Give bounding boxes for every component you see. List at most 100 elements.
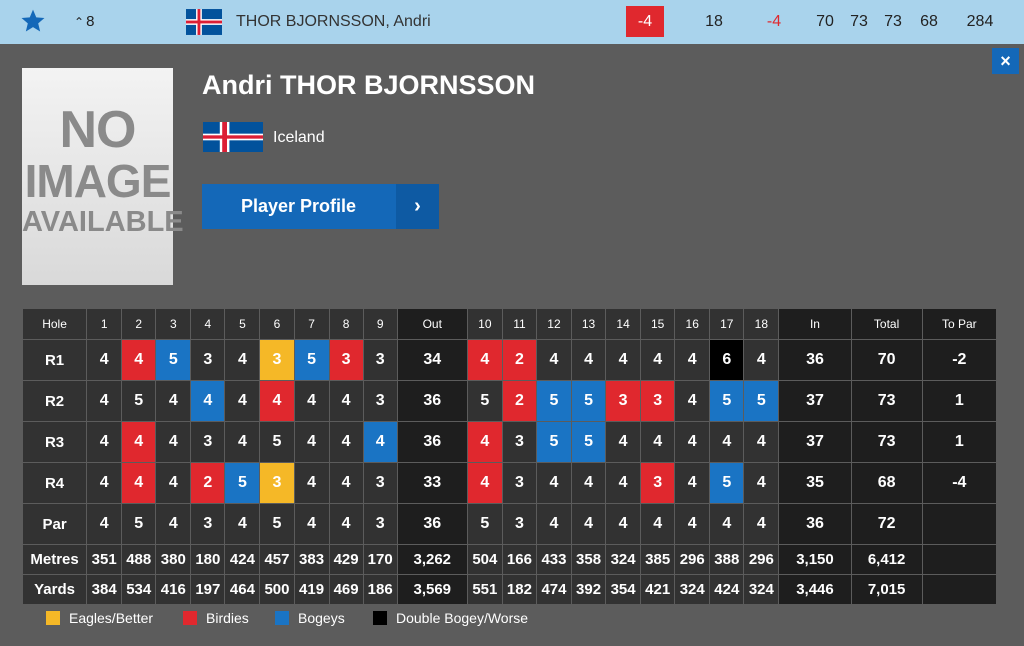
yards-cell: 551 — [466, 574, 503, 605]
header-cell: In — [778, 308, 852, 340]
no-image-text-2: IMAGE — [24, 155, 172, 207]
legend-label: Double Bogey/Worse — [396, 610, 529, 626]
hole-score: 4 — [293, 380, 330, 422]
par-cell: 4 — [86, 503, 123, 545]
hole-score: 5 — [743, 380, 780, 422]
player-profile-button[interactable]: Player Profile › — [202, 184, 439, 229]
legend-item: Eagles/Better — [46, 610, 153, 626]
hole-score: 4 — [743, 339, 780, 381]
hole-score: 4 — [86, 339, 123, 381]
hole-score: 3 — [362, 462, 398, 504]
in-total: 36 — [778, 339, 852, 381]
yards-cell: 384 — [86, 574, 123, 605]
header-cell: Out — [396, 308, 468, 340]
out-total: 33 — [396, 462, 468, 504]
hole-score: 3 — [605, 380, 642, 422]
yards-cell: 464 — [224, 574, 261, 605]
header-cell: 12 — [535, 308, 573, 340]
player-profile-label: Player Profile — [240, 196, 357, 216]
hole-score: 4 — [535, 462, 573, 504]
hole-score: 4 — [640, 339, 676, 381]
to-par-badge: -4 — [626, 6, 664, 37]
header-cell: 18 — [743, 308, 780, 340]
hole-score: 4 — [121, 339, 157, 381]
today-value: -4 — [766, 13, 782, 30]
par-cell: 5 — [259, 503, 295, 545]
in-total: 35 — [778, 462, 852, 504]
par-cell: 4 — [674, 503, 711, 545]
hole-score: 4 — [259, 380, 295, 422]
hole-score: 4 — [328, 421, 364, 463]
yards-cell: 354 — [605, 574, 642, 605]
hole-score: 3 — [501, 421, 537, 463]
hole-score: 4 — [328, 462, 364, 504]
header-cell: To Par — [921, 308, 998, 340]
header-cell: 16 — [674, 308, 711, 340]
header-cell: 11 — [501, 308, 537, 340]
hole-score: 4 — [293, 421, 330, 463]
legend-swatch — [275, 611, 289, 625]
yards-cell: 419 — [293, 574, 330, 605]
hole-score: 3 — [190, 421, 226, 463]
round-to-par: -4 — [921, 462, 998, 504]
movement-value: 8 — [86, 13, 95, 30]
chevron-up-icon: ⌃ — [74, 15, 85, 29]
hole-score: 3 — [362, 339, 398, 381]
hole-score: 3 — [190, 339, 226, 381]
header-cell: 5 — [224, 308, 261, 340]
player-title: Andri THOR BJORNSSON — [202, 70, 536, 100]
header-cell: 15 — [640, 308, 676, 340]
header-cell: 17 — [709, 308, 745, 340]
metres-cell: 383 — [293, 544, 330, 575]
hole-score: 3 — [640, 380, 676, 422]
star-icon[interactable] — [20, 8, 46, 34]
hole-score: 5 — [535, 380, 573, 422]
header-cell: 7 — [293, 308, 330, 340]
hole-score: 2 — [190, 462, 226, 504]
yards-cell: 469 — [328, 574, 364, 605]
hole-score: 4 — [86, 462, 123, 504]
hole-score: 4 — [86, 421, 123, 463]
header-cell: 8 — [328, 308, 364, 340]
metres-cell: 388 — [709, 544, 745, 575]
metres-cell: 351 — [86, 544, 123, 575]
hole-score: 4 — [709, 421, 745, 463]
close-button[interactable]: × — [992, 48, 1019, 74]
hole-score: 5 — [709, 380, 745, 422]
metres-cell: 457 — [259, 544, 295, 575]
par-cell: 4 — [293, 503, 330, 545]
hole-score: 4 — [571, 339, 607, 381]
par-cell: 5 — [121, 503, 157, 545]
metres-cell: 358 — [571, 544, 607, 575]
out-total: 36 — [396, 380, 468, 422]
metres-cell: 433 — [535, 544, 573, 575]
round-to-par: 1 — [921, 380, 998, 422]
hole-score: 5 — [293, 339, 330, 381]
hole-score: 4 — [155, 380, 192, 422]
hole-score: 4 — [121, 421, 157, 463]
hole-score: 4 — [328, 380, 364, 422]
par-cell: 4 — [155, 503, 192, 545]
yards-cell: 186 — [362, 574, 398, 605]
leaderboard-row[interactable]: ⌃ 8 THOR BJORNSSON, Andri -4 18 -4 70 73 … — [0, 0, 1024, 44]
metres-cell: 166 — [501, 544, 537, 575]
hole-score: 4 — [605, 339, 642, 381]
hole-score: 4 — [86, 380, 123, 422]
metres-in: 3,150 — [778, 544, 852, 575]
par-cell: 5 — [466, 503, 503, 545]
header-cell: 14 — [605, 308, 642, 340]
iceland-flag-icon — [203, 122, 263, 152]
round-row: R4 4 4 4 2 5 3 4 4 3 33 4 3 4 4 4 3 4 5 4 35 68 -4 — [21, 462, 998, 504]
metres-out: 3,262 — [396, 544, 468, 575]
in-total: 37 — [778, 421, 852, 463]
header-cell: 6 — [259, 308, 295, 340]
yards-cell: 421 — [640, 574, 676, 605]
hole-score: 4 — [674, 462, 711, 504]
header-cell: Hole — [21, 308, 88, 340]
hole-score: 4 — [466, 462, 503, 504]
hole-score: 4 — [674, 339, 711, 381]
no-image-text-1: NO — [59, 101, 137, 159]
player-name[interactable]: THOR BJORNSSON, Andri — [236, 13, 431, 30]
header-cell: 10 — [466, 308, 503, 340]
hole-score: 2 — [501, 339, 537, 381]
